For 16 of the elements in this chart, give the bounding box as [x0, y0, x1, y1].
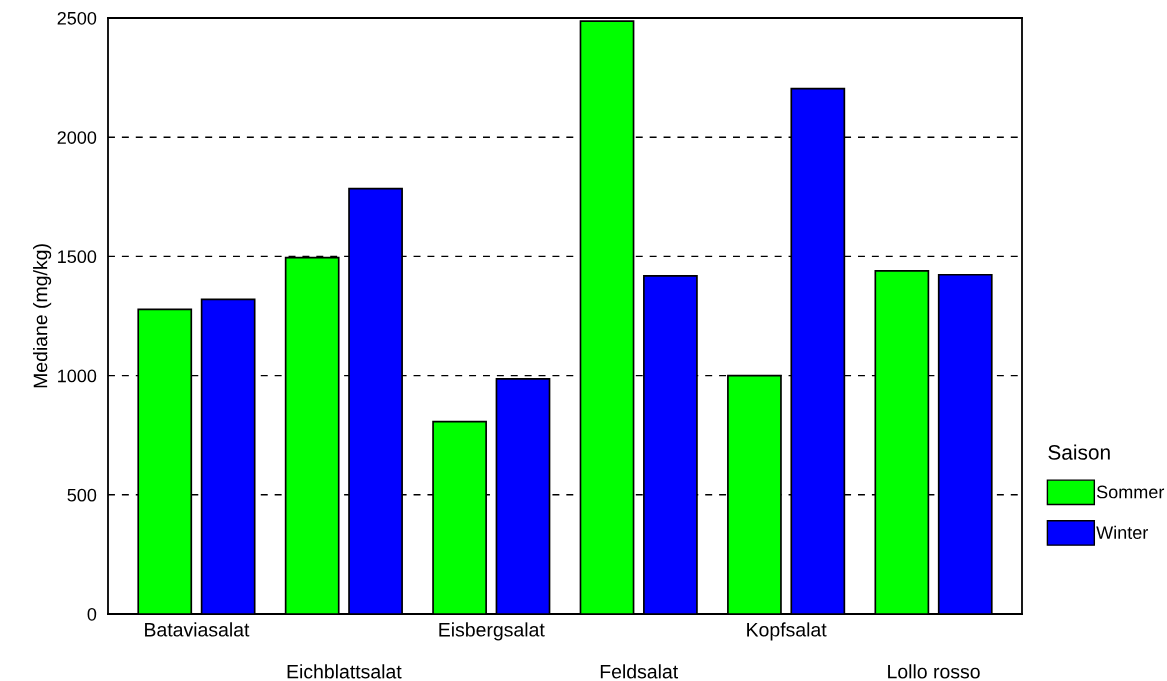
x-tick-label: Eichblattsalat — [287, 664, 402, 679]
y-axis-title: Mediane (mg/kg) — [33, 244, 52, 388]
x-tick-label: Bataviasalat — [145, 622, 250, 637]
x-tick-label: Lollo rosso — [888, 664, 980, 679]
x-tick-label: Feldsalat — [600, 664, 679, 679]
legend-label: Winter — [1096, 525, 1149, 539]
y-tick-label: 500 — [67, 488, 97, 502]
x-tick-label: Eisbergsalat — [439, 622, 545, 641]
y-tick-label: 0 — [87, 607, 97, 621]
y-tick-label: 1000 — [58, 369, 97, 383]
legend-title: Saison — [1048, 444, 1110, 460]
x-tick-label: Kopfsalat — [747, 622, 827, 641]
y-tick-label: 2500 — [57, 11, 97, 25]
legend-label: Sommer — [1096, 485, 1165, 499]
y-tick-label: 1500 — [58, 250, 97, 264]
y-tick-label: 2000 — [57, 131, 97, 144]
